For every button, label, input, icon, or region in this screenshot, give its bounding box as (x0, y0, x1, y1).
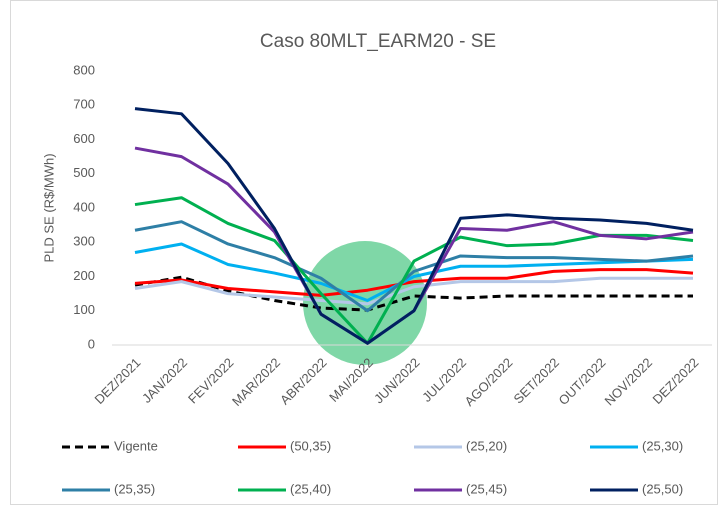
legend-label: (25,50) (642, 481, 683, 496)
y-tick-label: 700 (73, 97, 95, 112)
legend-label: (25,40) (290, 481, 331, 496)
legend-label: (25,45) (466, 481, 507, 496)
legend-label: Vigente (114, 438, 158, 453)
series-line (134, 275, 693, 312)
chart-title: Caso 80MLT_EARM20 - SE (260, 31, 496, 52)
y-tick-label: 400 (73, 199, 95, 214)
y-tick-label: 300 (73, 234, 95, 249)
legend-label: (25,20) (466, 438, 507, 453)
series-line (134, 242, 694, 302)
y-tick-label: 200 (73, 268, 95, 283)
legend-label: (25,35) (114, 481, 155, 496)
series-line (134, 220, 694, 313)
legend-label: (25,30) (642, 438, 683, 453)
y-tick-label: 800 (73, 62, 95, 77)
series-line (134, 107, 694, 345)
y-tick-label: 500 (73, 165, 95, 180)
y-tick-label: 600 (73, 131, 95, 146)
series-line (134, 276, 693, 306)
series-line (134, 268, 694, 297)
y-tick-label: 100 (73, 302, 95, 317)
legend-label: (50,35) (290, 438, 331, 453)
y-axis-label: PLD SE (R$/MWh) (41, 153, 56, 262)
y-tick-label: 0 (88, 336, 95, 351)
